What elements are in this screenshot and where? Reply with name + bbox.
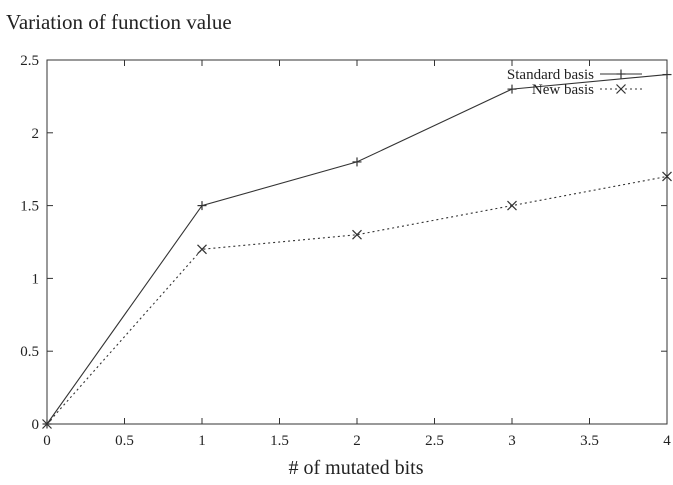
data-point-new-basis — [197, 244, 207, 255]
series-layer — [42, 70, 672, 429]
y-tick-label: 1.5 — [20, 199, 39, 215]
x-tick-label: 4 — [663, 433, 671, 449]
chart-title: Variation of function value — [6, 10, 232, 34]
data-point-new-basis — [662, 171, 672, 182]
y-tick-label: 0 — [32, 417, 40, 433]
x-axis-label: # of mutated bits — [289, 457, 424, 479]
series-line-new-basis — [46, 175, 668, 425]
axes: 0 0.5 1 1.5 2 2.5 3 3.5 4 0 0.5 1 1.5 2 2.5 — [20, 53, 671, 449]
data-point-new-basis — [352, 229, 362, 240]
x-tick-label: 0.5 — [115, 433, 134, 449]
legend-marker-new-basis — [616, 84, 626, 94]
y-tick-label: 2.5 — [20, 53, 39, 69]
data-point-new-basis — [42, 419, 52, 429]
x-tick-label: 1 — [198, 433, 206, 449]
data-point-new-basis — [507, 200, 517, 211]
x-tick-label: 3.5 — [580, 433, 599, 449]
x-tick-label: 2 — [353, 433, 361, 449]
y-tick-label: 0.5 — [20, 344, 39, 360]
y-tick-label: 1 — [32, 271, 40, 287]
plot-frame — [46, 59, 668, 425]
legend-label-new-basis: New basis — [532, 82, 594, 98]
legend-label-standard-basis: Standard basis — [507, 67, 594, 83]
x-tick-label: 0 — [43, 433, 51, 449]
y-tick-label: 2 — [32, 126, 40, 142]
x-tick-label: 2.5 — [425, 433, 444, 449]
series-line-standard-basis — [46, 74, 668, 425]
x-tick-label: 1.5 — [270, 433, 289, 449]
x-tick-label: 3 — [508, 433, 516, 449]
